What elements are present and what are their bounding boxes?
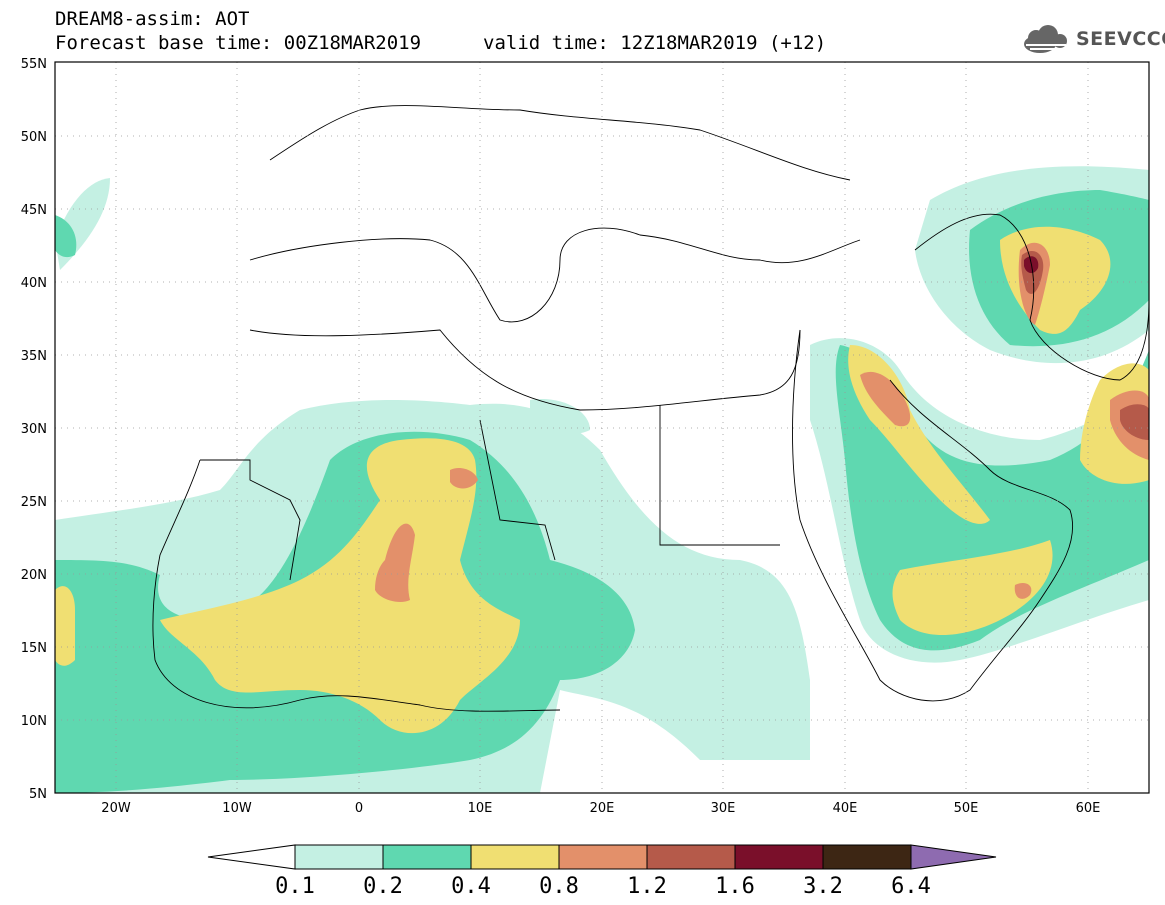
cloud-icon xyxy=(1024,25,1067,53)
map-title: DREAM8-assim: AOT xyxy=(55,8,250,30)
lon-label: 60E xyxy=(1076,801,1101,816)
lat-label: 15N xyxy=(21,641,47,656)
lat-label: 30N xyxy=(21,422,47,437)
coastlines xyxy=(152,105,1149,712)
lat-label: 20N xyxy=(21,568,47,583)
lon-label: 10E xyxy=(468,801,493,816)
lat-label: 40N xyxy=(21,276,47,291)
lat-label: 45N xyxy=(21,203,47,218)
lon-label: 0 xyxy=(355,801,363,816)
graticule xyxy=(55,62,1149,793)
logo-text: SEEVCCC xyxy=(1076,28,1165,50)
lat-label: 50N xyxy=(21,130,47,145)
lon-label: 10W xyxy=(222,801,252,816)
lat-label: 55N xyxy=(21,57,47,72)
lon-label: 50E xyxy=(954,801,979,816)
forecast-base-time: Forecast base time: 00Z18MAR2019 xyxy=(55,32,422,54)
lat-label: 5N xyxy=(29,787,47,802)
lon-label: 20W xyxy=(101,801,131,816)
lat-label: 10N xyxy=(21,714,47,729)
lat-labels: 55N 50N 45N 40N 35N 30N 25N 20N 15N 10N … xyxy=(21,57,47,802)
lon-label: 40E xyxy=(833,801,858,816)
map-frame xyxy=(54,61,1150,794)
lon-label: 30E xyxy=(711,801,736,816)
lat-label: 35N xyxy=(21,349,47,364)
lon-labels: 20W 10W 0 10E 20E 30E 40E 50E 60E xyxy=(101,801,1100,816)
lat-label: 25N xyxy=(21,495,47,510)
aot-field xyxy=(55,166,1149,793)
valid-time: valid time: 12Z18MAR2019 (+12) xyxy=(483,32,827,54)
lon-label: 20E xyxy=(590,801,615,816)
